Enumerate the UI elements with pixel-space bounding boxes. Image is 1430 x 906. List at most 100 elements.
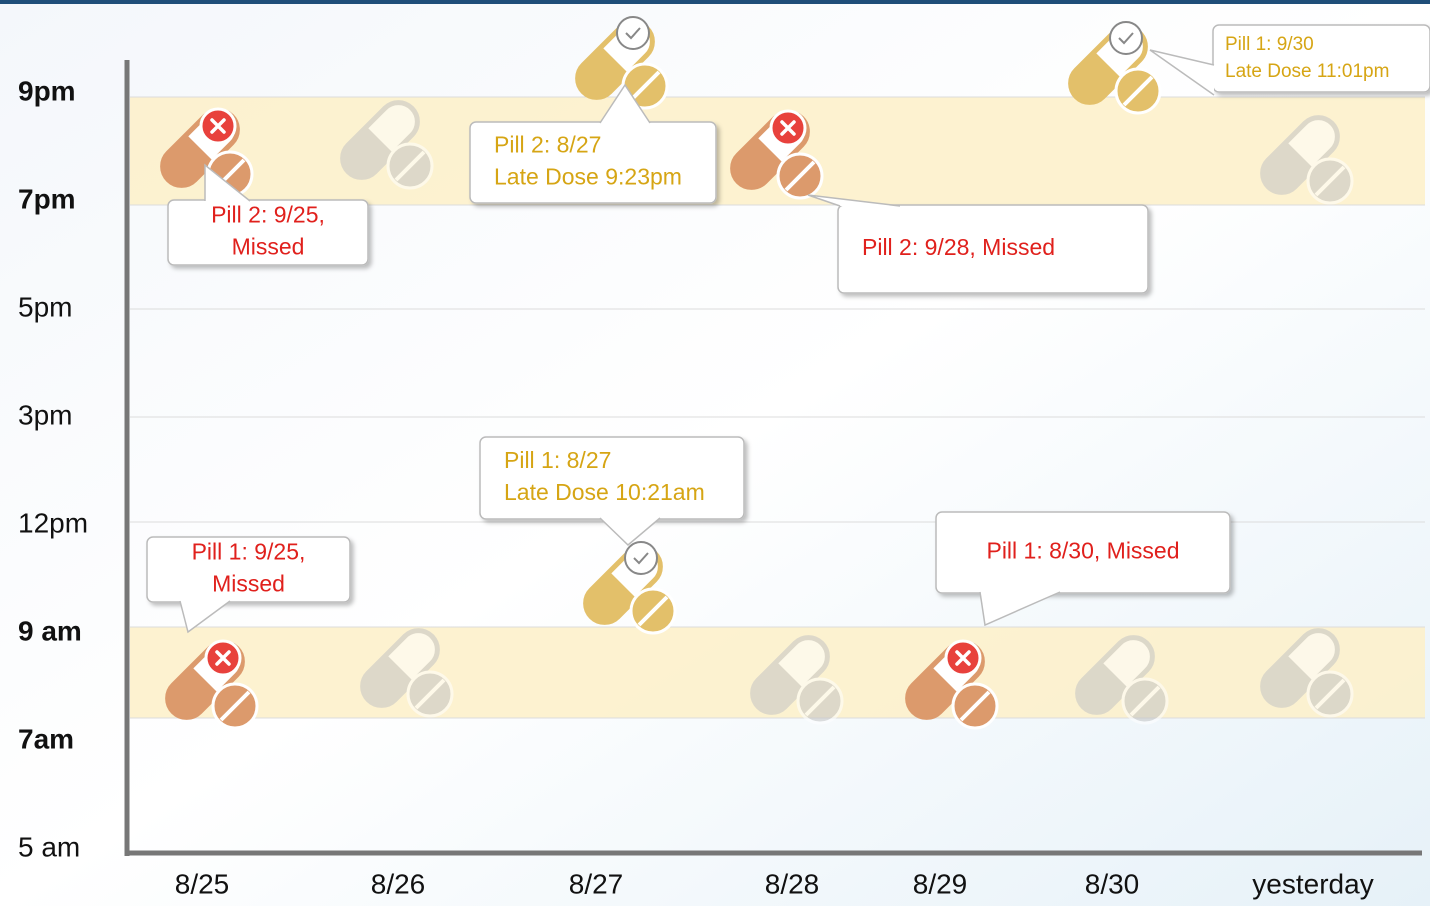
taken-check	[625, 27, 641, 40]
callout: Pill 2: 9/25, Missed	[167, 163, 369, 266]
y-label: 3pm	[18, 399, 72, 430]
pill-icon	[575, 16, 669, 110]
capsule-half	[1077, 661, 1129, 713]
missed-x	[215, 650, 231, 666]
capsule-half	[1070, 51, 1122, 103]
y-label: 5pm	[18, 291, 72, 322]
callout-tail-edge	[599, 83, 651, 124]
tablet-score	[1314, 165, 1346, 197]
callout-tail-edge	[807, 194, 901, 207]
taken-badge	[624, 541, 658, 575]
callout-tail-edge	[204, 163, 251, 202]
callout-tail	[600, 85, 650, 123]
pill-icon	[360, 628, 454, 718]
capsule-half	[342, 126, 394, 178]
tablet-score	[629, 70, 661, 102]
tablet-score	[219, 690, 251, 722]
taken-check	[633, 552, 649, 565]
callout: Pill 1: 9/30 Late Dose 11:01pm	[1149, 24, 1430, 96]
capsule-half	[162, 134, 214, 186]
capsule-half	[1262, 141, 1314, 193]
y-label: 12pm	[18, 507, 88, 538]
callout-box	[167, 199, 369, 266]
callout-box	[469, 121, 717, 204]
missed-x	[955, 650, 971, 666]
pill-icon	[165, 639, 259, 730]
taken-check	[1118, 32, 1134, 45]
callout-box	[935, 511, 1231, 594]
y-label: 5 am	[18, 831, 80, 862]
x-label: yesterday	[1252, 868, 1373, 899]
tablet-score	[959, 690, 991, 722]
capsule-half	[167, 666, 219, 718]
callout-tail	[180, 601, 230, 632]
x-label: 8/28	[765, 868, 820, 899]
callout-text: Missed	[212, 571, 285, 597]
pill-icon	[750, 635, 844, 725]
x-label: 8/25	[175, 868, 230, 899]
callout-box	[1212, 24, 1430, 93]
callout-tail-edge	[979, 591, 1061, 627]
pill-icon	[1260, 628, 1354, 718]
callout-text: Late Dose 9:23pm	[494, 164, 682, 190]
callout-text: Pill 2: 9/28, Missed	[862, 234, 1055, 260]
callout-text: Late Dose 10:21am	[504, 479, 705, 505]
pill-icon	[583, 541, 677, 635]
capsule-half	[732, 136, 784, 188]
tablet-score	[804, 685, 836, 717]
callout-tail	[600, 518, 660, 545]
capsule-half	[362, 654, 414, 706]
top-bar	[0, 0, 1430, 4]
y-label: 9pm	[18, 75, 76, 106]
y-label: 7pm	[18, 183, 76, 214]
tablet-score	[1129, 685, 1161, 717]
callout-text: Pill 1: 9/30	[1225, 34, 1314, 55]
capsule	[750, 635, 830, 715]
tablet-score	[1122, 75, 1154, 107]
x-label: 8/29	[913, 868, 968, 899]
callout-box	[837, 204, 1149, 294]
callout-text: Pill 1: 8/27	[504, 447, 611, 473]
x-label: 8/30	[1085, 868, 1140, 899]
capsule-half	[1262, 654, 1314, 706]
tablet-score	[637, 595, 669, 627]
y-label: 7am	[18, 723, 74, 754]
callout-text: Missed	[232, 234, 305, 260]
callout-tail-edge	[599, 517, 661, 547]
callout: Pill 1: 8/30, Missed	[935, 511, 1231, 627]
missed-x	[780, 120, 796, 136]
pill-icon	[730, 109, 824, 200]
x-label: 8/27	[569, 868, 624, 899]
capsule-half	[585, 571, 637, 623]
capsule-half	[907, 666, 959, 718]
pill-icon	[1075, 635, 1169, 725]
tablet-score	[394, 150, 426, 182]
tablet-score	[414, 678, 446, 710]
callout-text: Pill 2: 9/25,	[211, 201, 325, 227]
x-label: 8/26	[371, 868, 426, 899]
taken-badge	[1109, 21, 1143, 55]
callout-tail-edge	[1149, 49, 1215, 96]
capsule-half	[752, 661, 804, 713]
callout: Pill 2: 9/28, Missed	[807, 194, 1149, 294]
tablet-score	[784, 160, 816, 192]
taken-badge	[616, 16, 650, 50]
callout-box	[146, 536, 351, 603]
pill-icon	[1068, 21, 1162, 115]
y-label: 9 am	[18, 615, 82, 646]
tablet-score	[1314, 678, 1346, 710]
callout-tail-edge	[179, 600, 231, 634]
pill-icon	[905, 639, 999, 730]
callout: Pill 2: 8/27 Late Dose 9:23pm	[469, 83, 717, 204]
callout-text: Late Dose 11:01pm	[1225, 61, 1389, 82]
pill-icon	[340, 100, 434, 190]
callout-text: Pill 2: 8/27	[494, 131, 601, 157]
callout-text: Pill 1: 8/30, Missed	[986, 538, 1179, 564]
callout: Pill 1: 9/25, Missed	[146, 536, 351, 634]
callout: Pill 1: 8/27 Late Dose 10:21am	[479, 436, 745, 547]
callout-text: Pill 1: 9/25,	[192, 538, 306, 564]
missed-x	[210, 118, 226, 134]
capsule-half	[577, 46, 629, 98]
